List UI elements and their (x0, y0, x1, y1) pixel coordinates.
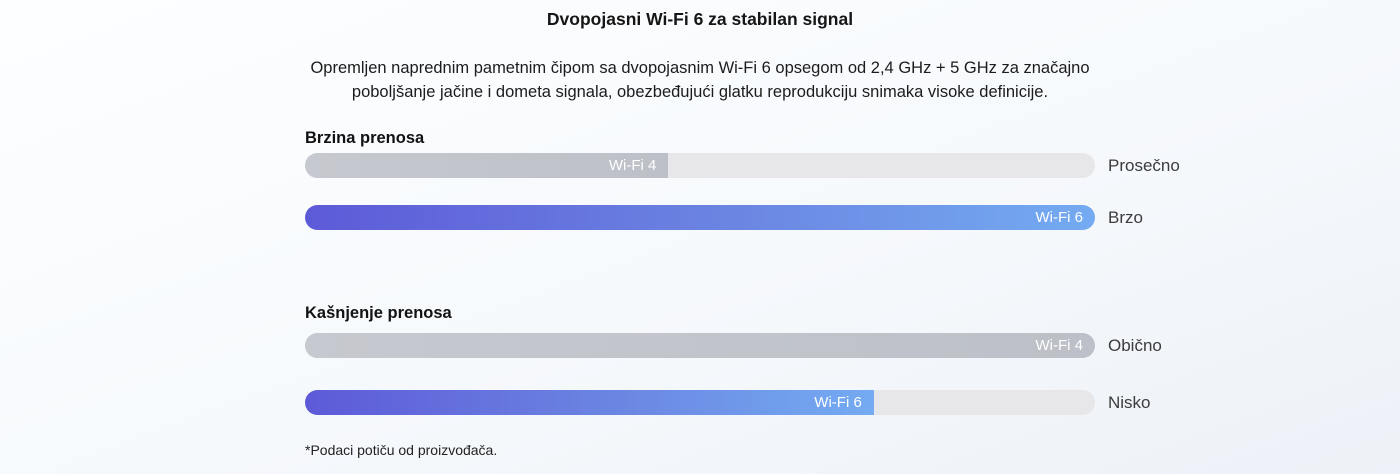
description-line-1: Opremljen naprednim pametnim čipom sa dv… (310, 59, 1090, 77)
bar-series-label: Wi-Fi 6 (1035, 209, 1084, 226)
bar-value-label: Brzo (1108, 207, 1143, 227)
bar-track: Wi-Fi 4 (305, 153, 1095, 178)
bar-row-wifi6-speed: Wi-Fi 6 Brzo (305, 205, 1265, 230)
bar-fill-wifi4: Wi-Fi 4 (305, 333, 1095, 358)
bar-fill-wifi6: Wi-Fi 6 (305, 205, 1095, 230)
bar-row-wifi6-latency: Wi-Fi 6 Nisko (305, 390, 1265, 415)
bar-value-label: Prosečno (1108, 155, 1180, 175)
bar-series-label: Wi-Fi 6 (814, 394, 862, 411)
data-source-footnote: *Podaci potiču od proizvođača. (305, 442, 498, 458)
page-title: Dvopojasni Wi-Fi 6 za stabilan signal (546, 9, 854, 29)
bar-fill-wifi4: Wi-Fi 4 (305, 153, 669, 178)
chart-transfer-speed: Brzina prenosa Wi-Fi 4 Prosečno Wi-Fi 6 … (305, 128, 1265, 230)
bar-row-wifi4-speed: Wi-Fi 4 Prosečno (305, 153, 1265, 178)
section-description: Opremljen naprednim pametnim čipom sa dv… (0, 56, 1400, 104)
bar-track: Wi-Fi 6 (305, 390, 1095, 415)
description-line-2: poboljšanje jačine i dometa signala, obe… (351, 83, 1049, 101)
bar-series-label: Wi-Fi 4 (608, 157, 657, 174)
bar-series-label: Wi-Fi 4 (1035, 337, 1084, 354)
chart-title-speed: Brzina prenosa (305, 129, 425, 147)
chart-transfer-latency: Kašnjenje prenosa Wi-Fi 4 Obično Wi-Fi 6… (305, 303, 1265, 415)
bar-value-label: Nisko (1108, 392, 1151, 412)
chart-title-latency: Kašnjenje prenosa (305, 304, 452, 322)
bar-value-label: Obično (1108, 335, 1162, 355)
comparison-charts: Brzina prenosa Wi-Fi 4 Prosečno Wi-Fi 6 … (305, 128, 1265, 458)
bar-fill-wifi6: Wi-Fi 6 (305, 390, 874, 415)
bar-track: Wi-Fi 6 (305, 205, 1095, 230)
bar-track: Wi-Fi 4 (305, 333, 1095, 358)
bar-row-wifi4-latency: Wi-Fi 4 Obično (305, 333, 1265, 358)
